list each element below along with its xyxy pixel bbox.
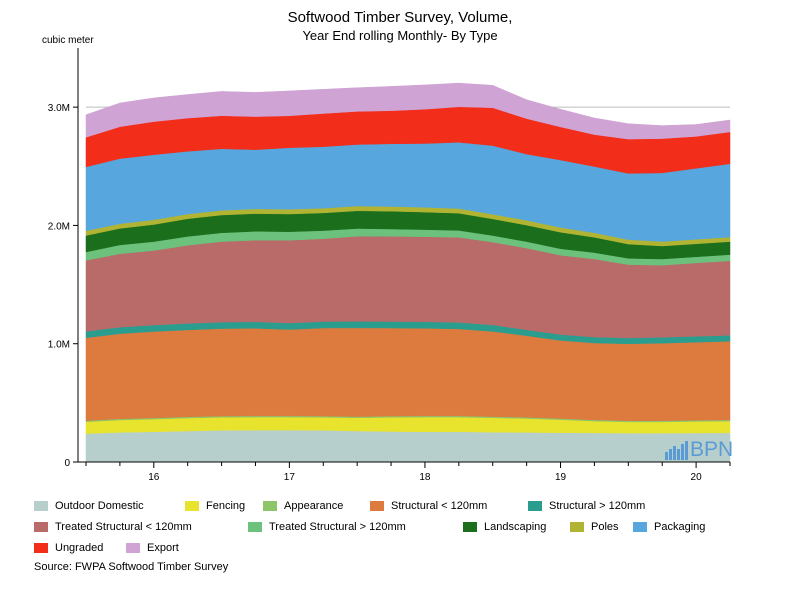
- legend-item-landscaping: Landscaping: [463, 521, 546, 533]
- legend-item-fencing: Fencing: [185, 500, 245, 512]
- chart-subtitle: Year End rolling Monthly- By Type: [302, 28, 497, 43]
- y-tick-label-0: 0: [64, 458, 70, 469]
- area-export: [85, 82, 731, 140]
- legend-swatch: [528, 501, 542, 511]
- legend-swatch: [633, 522, 647, 532]
- legend-item-structural-120mm: Structural > 120mm: [528, 500, 645, 512]
- legend-swatch: [185, 501, 199, 511]
- y-tick-label-1: 1.0M: [48, 340, 70, 351]
- y-tick-label-2: 2.0M: [48, 221, 70, 232]
- legend-swatch: [34, 543, 48, 553]
- legend-label: Outdoor Domestic: [55, 500, 144, 512]
- legend-item-packaging: Packaging: [633, 521, 705, 533]
- legend-label: Poles: [591, 521, 619, 533]
- chart-title: Softwood Timber Survey, Volume,: [288, 9, 513, 26]
- x-tick-label-3: 19: [555, 472, 567, 483]
- legend-item-poles: Poles: [570, 521, 619, 533]
- stacked-area-chart: Softwood Timber Survey, Volume, Year End…: [42, 9, 731, 483]
- legend-swatch: [570, 522, 584, 532]
- y-tick-label-3: 3.0M: [48, 103, 70, 114]
- legend-item-treated-structural-120mm: Treated Structural > 120mm: [248, 521, 406, 533]
- y-axis-label: cubic meter: [42, 35, 94, 46]
- legend-label: Packaging: [654, 521, 706, 533]
- legend-label: Treated Structural > 120mm: [269, 521, 406, 533]
- legend-label: Landscaping: [484, 521, 547, 533]
- x-tick-label-2: 18: [419, 472, 431, 483]
- legend-label: Ungraded: [55, 542, 104, 554]
- area-series: [85, 82, 731, 463]
- legend-item-export: Export: [126, 542, 179, 554]
- bpn-logo-text: BPN: [690, 438, 734, 461]
- source-note: Source: FWPA Softwood Timber Survey: [34, 561, 229, 573]
- legend-label: Treated Structural < 120mm: [55, 521, 192, 533]
- legend-swatch: [34, 522, 48, 532]
- legend-item-ungraded: Ungraded: [34, 542, 103, 554]
- legend-label: Export: [147, 542, 179, 554]
- x-tick-label-0: 16: [148, 472, 160, 483]
- legend-item-treated-structural-120mm: Treated Structural < 120mm: [34, 521, 192, 533]
- legend-label: Appearance: [284, 500, 344, 512]
- legend-swatch: [263, 501, 277, 511]
- legend-label: Fencing: [206, 500, 246, 512]
- legend-swatch: [34, 501, 48, 511]
- legend-item-outdoor-domestic: Outdoor Domestic: [34, 500, 144, 512]
- legend-swatch: [126, 543, 140, 553]
- legend-label: Structural > 120mm: [549, 500, 646, 512]
- area-outdoor-domestic: [85, 429, 731, 463]
- legend-item-structural-120mm: Structural < 120mm: [370, 500, 487, 512]
- legend-swatch: [370, 501, 384, 511]
- x-tick-label-1: 17: [284, 472, 296, 483]
- bar-chart-icon: [665, 441, 688, 460]
- x-tick-label-4: 20: [691, 472, 703, 483]
- legend-label: Structural < 120mm: [391, 500, 488, 512]
- legend-item-appearance: Appearance: [263, 500, 343, 512]
- bpn-logo: BPN: [664, 438, 734, 461]
- legend-swatch: [248, 522, 262, 532]
- axes: 0 1.0M 2.0M 3.0M 16 17 18 19 20: [48, 48, 731, 483]
- legend-swatch: [463, 522, 477, 532]
